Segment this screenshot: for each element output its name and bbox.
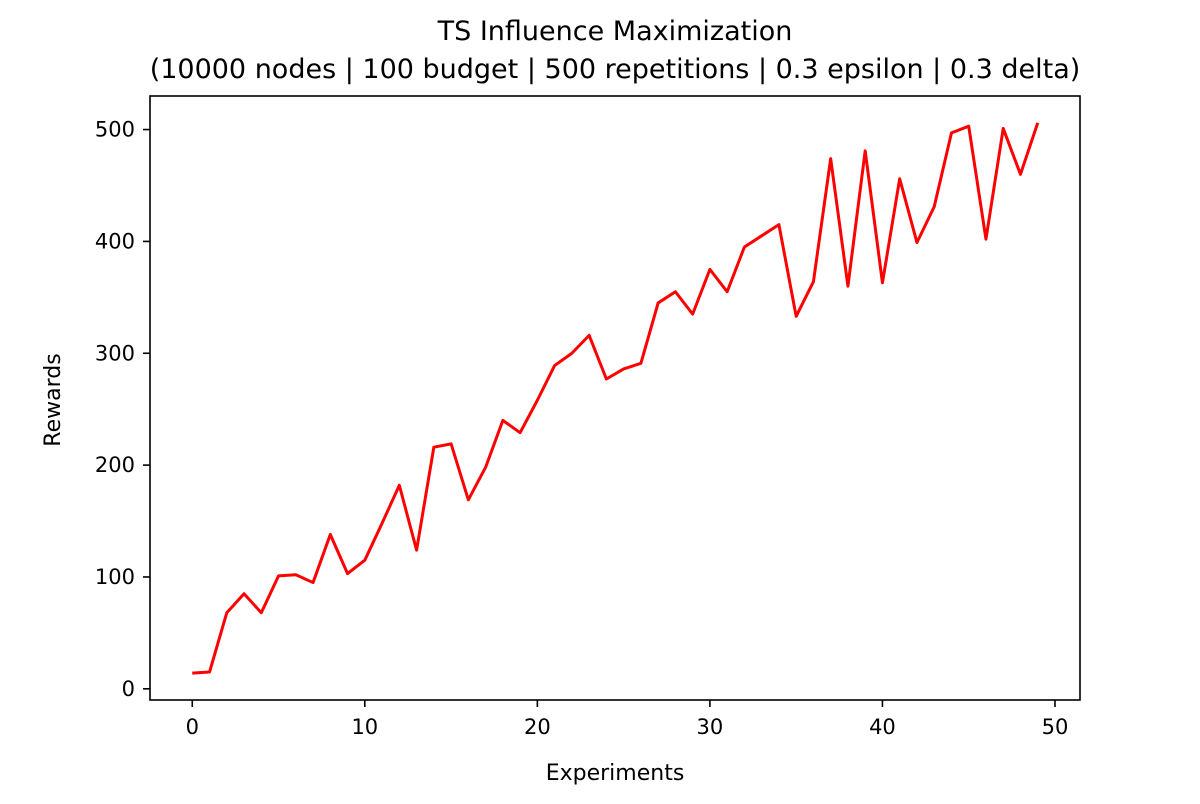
x-tick-label: 40	[869, 715, 896, 739]
y-tick-label: 100	[95, 565, 135, 589]
x-axis-label: Experiments	[546, 761, 685, 786]
plot-frame	[149, 95, 1081, 701]
chart-title: TS Influence Maximization	[437, 16, 793, 47]
y-tick-label: 400	[95, 229, 135, 253]
y-tick-label: 500	[95, 118, 135, 142]
x-tick-label: 30	[697, 715, 724, 739]
y-axis-label: Rewards	[41, 353, 66, 446]
y-tick-label: 0	[122, 677, 135, 701]
chart-subtitle: (10000 nodes | 100 budget | 500 repetiti…	[150, 54, 1081, 85]
series-line-1	[192, 122, 1040, 675]
y-tick-label: 200	[95, 453, 135, 477]
x-tick-label: 20	[524, 715, 551, 739]
y-tick-label: 300	[95, 341, 135, 365]
x-tick-label: 0	[186, 715, 199, 739]
x-tick-label: 10	[351, 715, 378, 739]
x-tick-label: 50	[1042, 715, 1069, 739]
